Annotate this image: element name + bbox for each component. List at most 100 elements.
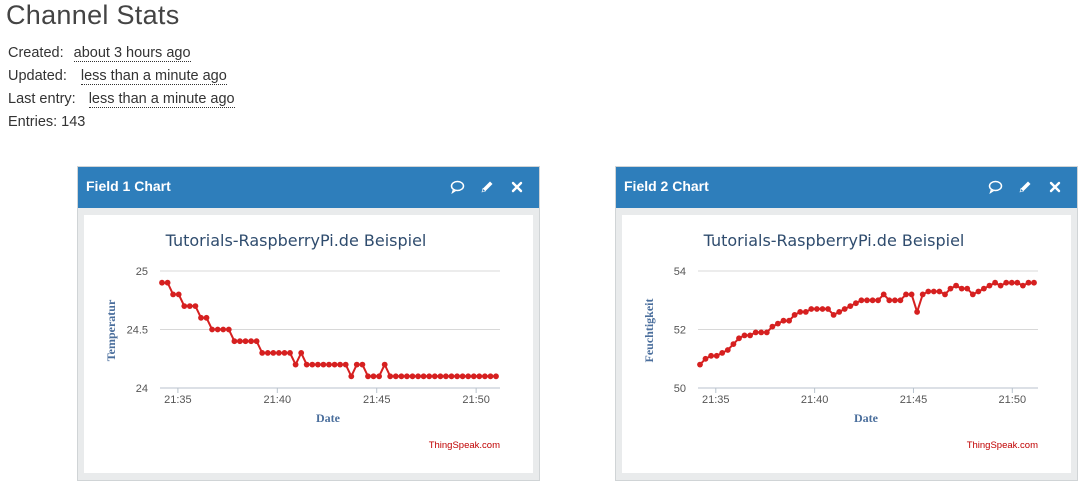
entries-value: 143 xyxy=(61,114,86,130)
data-point xyxy=(387,373,394,380)
data-point xyxy=(186,303,193,309)
data-point xyxy=(487,373,494,380)
data-point xyxy=(875,297,881,304)
data-point xyxy=(214,326,221,333)
data-point xyxy=(264,350,271,356)
data-point xyxy=(791,312,798,318)
y-tick-label: 54 xyxy=(674,266,686,278)
data-point xyxy=(315,361,321,368)
data-point xyxy=(448,373,455,380)
x-axis-title: Date xyxy=(854,411,879,425)
y-tick-label: 52 xyxy=(674,325,686,337)
data-point xyxy=(281,350,288,356)
entries-label: Entries: xyxy=(8,114,58,130)
data-point xyxy=(303,361,310,368)
data-point xyxy=(1031,279,1037,286)
data-point xyxy=(348,373,355,380)
data-point xyxy=(741,332,748,339)
pencil-icon[interactable] xyxy=(1017,177,1033,197)
data-point xyxy=(730,341,737,347)
data-point xyxy=(225,326,232,333)
thingspeak-credit: ThingSpeak.com xyxy=(429,440,500,451)
data-point xyxy=(780,317,787,324)
x-tick-label: 21:40 xyxy=(801,394,829,406)
data-point xyxy=(724,347,731,353)
data-point xyxy=(775,320,781,327)
field-1-line-chart: Tutorials-RaspberryPi.de Beispiel 25 24.5 2… xyxy=(104,231,500,451)
x-axis-title: Date xyxy=(316,411,341,425)
data-point xyxy=(847,303,854,309)
y-tick-label: 50 xyxy=(674,383,686,395)
y-tick-label: 24.5 xyxy=(127,325,148,337)
data-point xyxy=(309,361,316,368)
data-point xyxy=(398,373,405,380)
data-point xyxy=(942,291,948,298)
data-point xyxy=(708,352,714,359)
created-value[interactable]: about 3 hours ago xyxy=(73,45,191,62)
data-point xyxy=(164,279,171,286)
comment-icon[interactable] xyxy=(449,177,465,197)
data-point xyxy=(919,291,926,298)
field-1-chart-panel: Field 1 Chart Tutorials-RaspberryPi.de B… xyxy=(77,166,540,481)
x-tick-label: 21:35 xyxy=(164,394,192,406)
data-point xyxy=(431,373,438,380)
data-point xyxy=(470,373,477,380)
panel-header: Field 2 Chart xyxy=(616,167,1077,208)
data-point xyxy=(353,361,360,368)
data-point xyxy=(1014,279,1021,286)
data-point xyxy=(819,306,826,312)
data-point xyxy=(287,350,293,356)
y-axis-title: Feuchtigkeit xyxy=(642,299,656,363)
data-point xyxy=(914,309,920,315)
data-point xyxy=(342,361,349,368)
data-point xyxy=(459,373,466,380)
data-point xyxy=(237,338,243,345)
data-point xyxy=(404,373,410,380)
data-point xyxy=(1025,279,1032,286)
data-point xyxy=(1003,279,1010,286)
data-point xyxy=(220,326,227,333)
data-point xyxy=(719,350,726,356)
data-point xyxy=(1008,279,1015,286)
data-point xyxy=(326,361,332,368)
data-point xyxy=(231,338,238,345)
data-point xyxy=(830,312,837,318)
data-point xyxy=(997,282,1004,289)
data-point xyxy=(903,291,909,298)
data-point xyxy=(415,373,421,380)
updated-label: Updated: xyxy=(8,68,67,84)
data-point xyxy=(897,297,904,304)
data-point xyxy=(409,373,416,380)
y-tick-label: 25 xyxy=(136,266,148,278)
comment-icon[interactable] xyxy=(987,177,1003,197)
data-point xyxy=(276,350,282,356)
close-icon[interactable] xyxy=(1047,177,1063,197)
close-icon[interactable] xyxy=(509,177,525,197)
data-point xyxy=(853,300,859,307)
stat-entries: Entries: 143 xyxy=(8,111,235,134)
x-tick-label: 21:50 xyxy=(462,394,490,406)
data-point xyxy=(836,309,843,315)
data-point xyxy=(365,373,371,380)
data-point xyxy=(292,361,299,368)
data-point xyxy=(964,285,971,292)
data-point xyxy=(825,306,831,312)
chart-title: Tutorials-RaspberryPi.de Beispiel xyxy=(165,231,427,250)
field-2-chart-panel: Field 2 Chart Tutorials-RaspberryPi.de B… xyxy=(615,166,1078,481)
pencil-icon[interactable] xyxy=(479,177,495,197)
x-tick-label: 21:35 xyxy=(702,394,730,406)
data-point xyxy=(747,332,753,339)
data-point xyxy=(337,361,343,368)
last-entry-value[interactable]: less than a minute ago xyxy=(88,91,235,108)
chart-area: Tutorials-RaspberryPi.de Beispiel 54 52 50 2… xyxy=(622,215,1071,473)
data-point xyxy=(426,373,433,380)
data-point xyxy=(320,361,327,368)
data-point xyxy=(763,329,770,336)
updated-value[interactable]: less than a minute ago xyxy=(80,68,227,85)
data-point xyxy=(975,288,982,295)
panel-title: Field 1 Chart xyxy=(86,178,171,194)
data-point xyxy=(953,282,959,289)
data-point xyxy=(869,297,876,304)
data-point xyxy=(736,335,742,342)
thingspeak-credit: ThingSpeak.com xyxy=(967,440,1038,451)
